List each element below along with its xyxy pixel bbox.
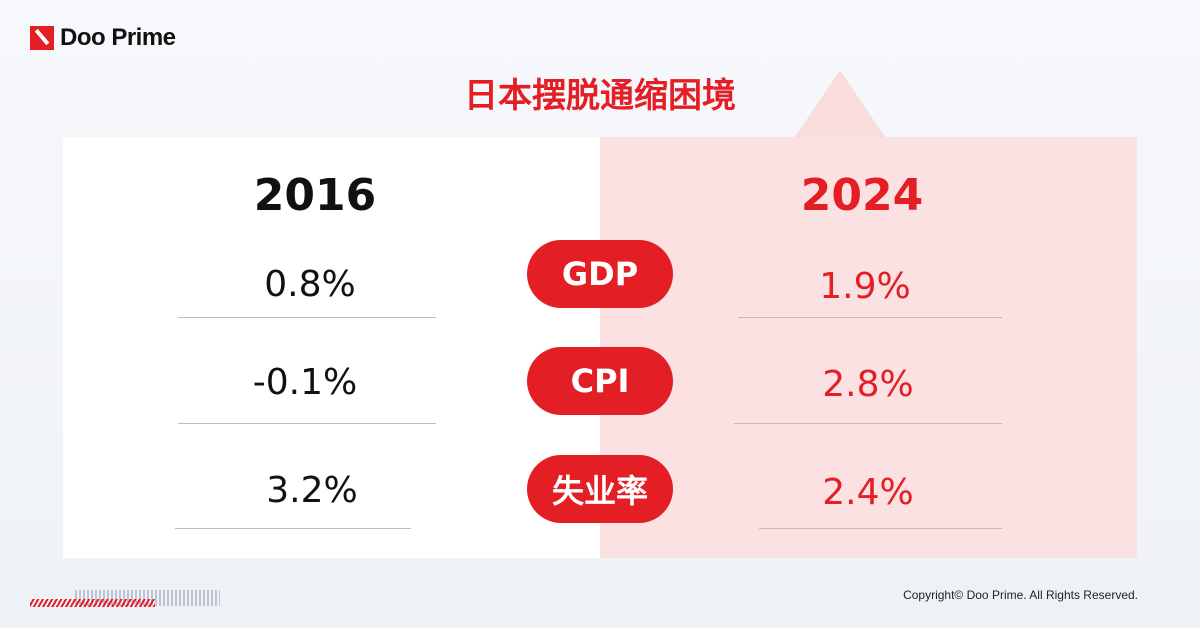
copyright: Copyright© Doo Prime. All Rights Reserve… xyxy=(903,588,1138,602)
decorative-stripe xyxy=(30,599,155,607)
divider xyxy=(178,423,436,424)
divider xyxy=(175,528,411,529)
cpi-left-value: -0.1% xyxy=(252,362,358,403)
gdp-right-value: 1.9% xyxy=(819,266,911,307)
cpi-label-pill: CPI xyxy=(527,347,673,415)
right-year: 2024 xyxy=(800,170,924,221)
right-panel xyxy=(600,137,1137,558)
page-title: 日本摆脱通缩困境 xyxy=(464,76,736,116)
unemployment-left-value: 3.2% xyxy=(266,470,358,511)
left-year: 2016 xyxy=(253,170,377,221)
gdp-label-pill: GDP xyxy=(527,240,673,308)
divider xyxy=(178,317,436,318)
divider xyxy=(734,423,1002,424)
gdp-left-value: 0.8% xyxy=(264,264,356,305)
logo-icon xyxy=(30,26,54,50)
unemployment-right-value: 2.4% xyxy=(822,472,914,513)
decorative-triangle xyxy=(795,70,885,137)
left-panel xyxy=(63,137,600,558)
divider xyxy=(759,528,1002,529)
cpi-right-value: 2.8% xyxy=(822,364,914,405)
logo-text: Doo Prime xyxy=(60,24,176,51)
divider xyxy=(738,317,1002,318)
unemployment-label-pill: 失业率 xyxy=(527,455,673,523)
logo: Doo Prime xyxy=(30,24,176,52)
